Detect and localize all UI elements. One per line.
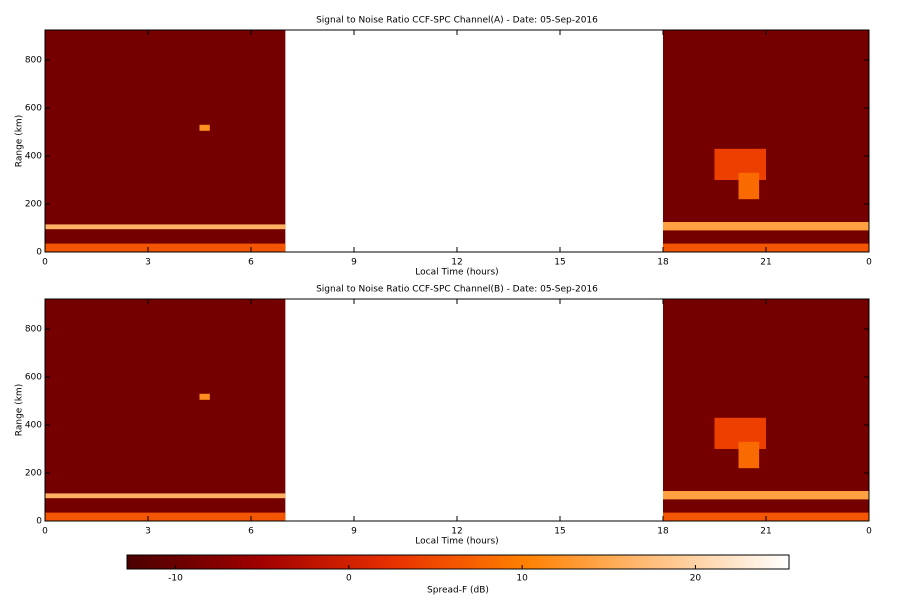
y-tick-label: 800 [25,56,42,66]
x-tick-label: 0 [866,258,872,268]
y-axis-label: Range (km) [15,384,25,436]
x-axis-label: Local Time (hours) [415,537,498,547]
colorbar-tick-label: 10 [516,574,528,584]
x-tick-label: 0 [42,527,48,537]
colorbar-tick-label: -10 [168,574,183,584]
heat-cell [738,441,760,469]
x-tick-label: 9 [351,258,357,268]
y-tick-label: 0 [36,517,42,527]
colorbar-tick-label: 0 [346,574,352,584]
heat-cell [45,224,286,230]
colorbar-tick-label: 20 [690,574,702,584]
x-tick-label: 18 [657,527,669,537]
colorbar [126,554,790,570]
x-axis-label: Local Time (hours) [415,268,498,278]
y-tick-label: 800 [25,325,42,335]
heat-cell [663,491,869,500]
heat-cell [199,124,210,131]
x-tick-label: 3 [145,527,151,537]
x-tick-label: 9 [351,527,357,537]
heat-cell [45,299,286,521]
x-tick-label: 12 [451,258,462,268]
heat-cell [199,393,210,400]
y-tick-label: 400 [25,152,42,162]
y-tick-label: 200 [25,469,42,479]
y-tick-label: 600 [25,373,42,383]
heat-cell [45,30,286,252]
x-tick-label: 6 [248,258,254,268]
x-tick-label: 15 [554,258,565,268]
y-axis-label: Range (km) [15,115,25,167]
heat-cell [45,512,286,521]
x-tick-label: 0 [866,527,872,537]
heat-cell [45,493,286,499]
x-tick-label: 21 [760,527,771,537]
x-tick-label: 18 [657,258,669,268]
x-tick-label: 21 [760,258,771,268]
chart-title: Signal to Noise Ratio CCF-SPC Channel(B)… [316,285,598,295]
y-tick-label: 600 [25,104,42,114]
y-tick-label: 400 [25,421,42,431]
x-tick-label: 0 [42,258,48,268]
heat-cell [738,172,760,200]
y-tick-label: 0 [36,248,42,258]
chart-title: Signal to Noise Ratio CCF-SPC Channel(A)… [316,16,598,26]
heat-cell [663,299,869,521]
x-tick-label: 3 [145,258,151,268]
x-tick-label: 12 [451,527,462,537]
y-tick-label: 200 [25,200,42,210]
x-tick-label: 6 [248,527,254,537]
heat-cell [45,243,286,252]
heat-cell [663,222,869,231]
colorbar-label: Spread-F (dB) [427,586,489,596]
x-tick-label: 15 [554,527,565,537]
heat-cell [663,30,869,252]
